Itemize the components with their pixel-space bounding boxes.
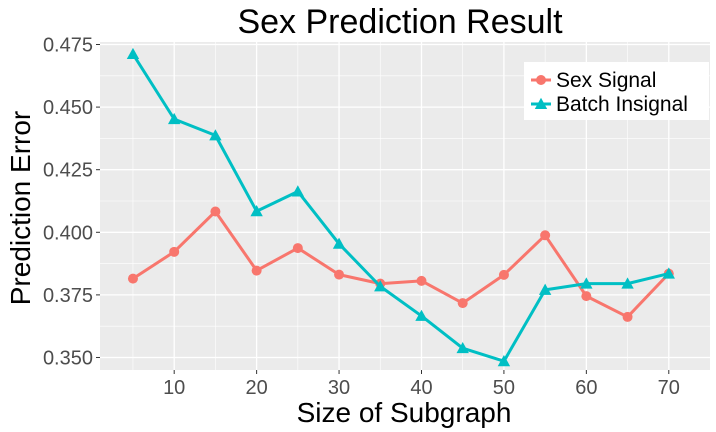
data-point [126, 47, 140, 59]
data-point [415, 309, 428, 321]
y-tick-label: 0.450 [43, 97, 93, 119]
data-point [540, 230, 551, 241]
data-point [209, 129, 222, 141]
data-point [167, 112, 181, 125]
series-layer [126, 47, 675, 367]
series-1 [126, 47, 675, 367]
data-point [332, 237, 346, 249]
data-point [621, 277, 634, 289]
y-axis-ticks: 0.350 0.375 0.400 0.425 0.450 0.475 [43, 35, 100, 369]
legend-key-marker [534, 97, 548, 109]
data-point [662, 267, 675, 279]
y-tick-label: 0.350 [43, 347, 93, 369]
data-point [416, 275, 427, 286]
x-tick-label: 30 [328, 377, 350, 399]
data-point [622, 311, 633, 322]
data-point [456, 342, 469, 354]
x-tick-label: 50 [493, 377, 515, 399]
x-axis-ticks: 10 20 30 40 50 60 70 [163, 370, 680, 399]
legend-label: Batch Insignal [556, 93, 688, 116]
x-tick-label: 40 [410, 377, 432, 399]
data-point [292, 243, 303, 254]
y-tick-label: 0.400 [43, 222, 93, 244]
data-point [127, 273, 138, 284]
data-point [334, 269, 345, 280]
data-point [374, 280, 387, 292]
data-point [291, 185, 305, 197]
y-tick-label: 0.425 [43, 160, 93, 182]
y-tick-label: 0.475 [43, 35, 93, 57]
x-tick-label: 20 [245, 377, 267, 399]
y-axis-title: Prediction Error [5, 111, 36, 306]
legend-label: Sex Signal [556, 69, 656, 92]
legend-key-marker [536, 75, 546, 85]
data-point [497, 355, 511, 367]
data-point [538, 283, 552, 295]
data-point [498, 269, 509, 280]
series-line [131, 53, 670, 363]
legend-box [524, 62, 709, 120]
legend-entry: Batch Insignal [531, 93, 688, 116]
x-tick-label: 60 [575, 377, 597, 399]
data-point [210, 206, 221, 217]
legend-entry: Sex Signal [531, 69, 656, 92]
data-point [169, 246, 180, 257]
x-tick-label: 70 [658, 377, 680, 399]
data-point [251, 265, 262, 276]
data-point [457, 298, 468, 309]
x-tick-label: 10 [163, 377, 185, 399]
chart-title: Sex Prediction Result [237, 3, 563, 41]
y-tick-label: 0.375 [43, 285, 93, 307]
x-axis-title: Size of Subgraph [297, 397, 512, 428]
data-point [580, 277, 593, 289]
data-point [250, 205, 263, 217]
data-point [581, 291, 592, 302]
